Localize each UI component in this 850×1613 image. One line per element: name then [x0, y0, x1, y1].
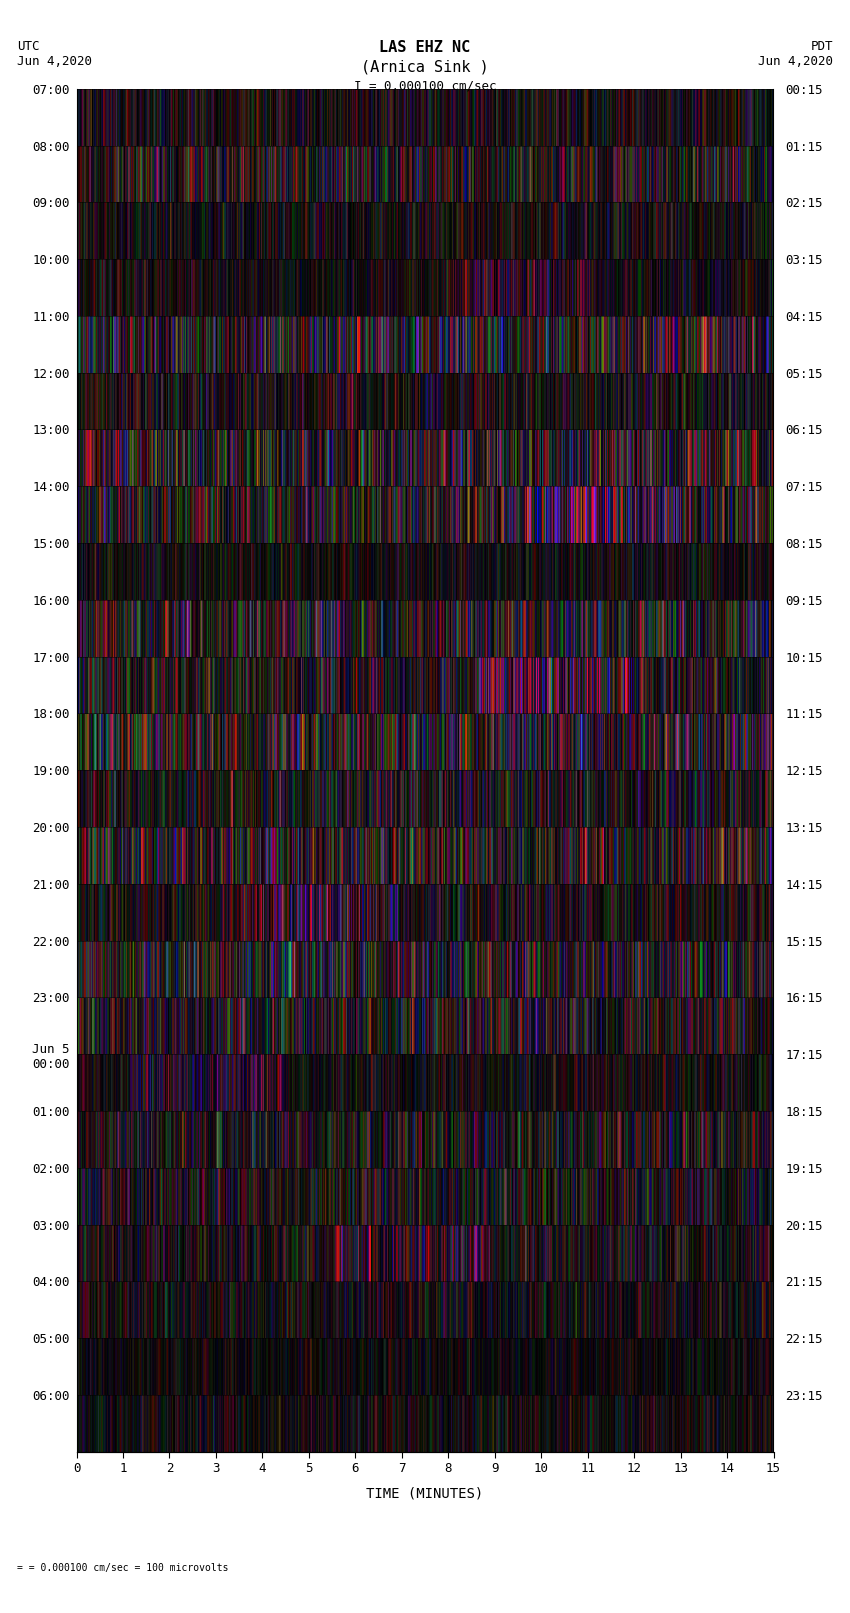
- Text: LAS EHZ NC: LAS EHZ NC: [379, 40, 471, 55]
- Text: (Arnica Sink ): (Arnica Sink ): [361, 60, 489, 74]
- X-axis label: TIME (MINUTES): TIME (MINUTES): [366, 1486, 484, 1500]
- Text: PDT
Jun 4,2020: PDT Jun 4,2020: [758, 40, 833, 68]
- Text: = = 0.000100 cm/sec = 100 microvolts: = = 0.000100 cm/sec = 100 microvolts: [17, 1563, 229, 1573]
- Text: I = 0.000100 cm/sec: I = 0.000100 cm/sec: [354, 79, 496, 92]
- Text: UTC
Jun 4,2020: UTC Jun 4,2020: [17, 40, 92, 68]
